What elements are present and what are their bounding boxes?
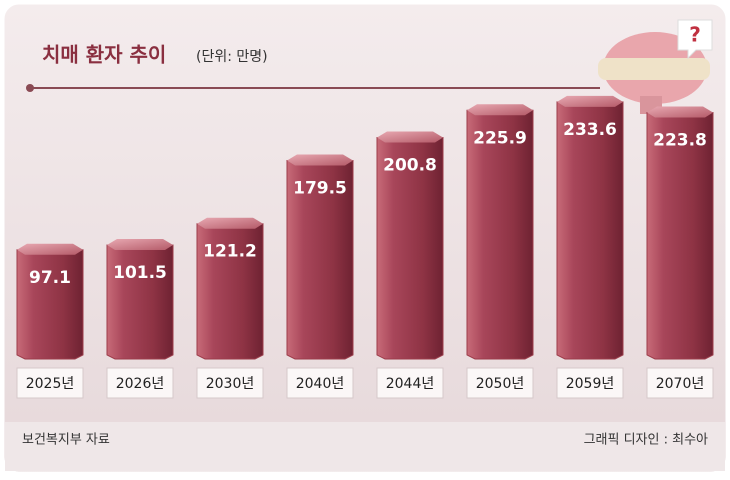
bar-top xyxy=(17,243,83,255)
x-tick-box xyxy=(286,367,354,399)
value-label: 97.1 xyxy=(29,268,71,288)
x-tick-label: 2040년 xyxy=(296,376,345,392)
x-tick-box xyxy=(646,367,714,399)
x-tick-label: 2025년 xyxy=(26,376,75,392)
value-label: 225.9 xyxy=(473,128,527,148)
value-label: 223.8 xyxy=(653,131,707,151)
x-tick-label: 2026년 xyxy=(116,376,165,392)
x-tick-box xyxy=(466,367,534,399)
bar-top xyxy=(467,104,533,116)
bar xyxy=(556,101,624,360)
value-label: 200.8 xyxy=(383,155,437,175)
svg-text:?: ? xyxy=(689,23,701,47)
value-label: 101.5 xyxy=(113,263,167,283)
value-label: 233.6 xyxy=(563,120,617,140)
bar xyxy=(286,160,354,360)
bar-top xyxy=(377,131,443,143)
credit: 그래픽 디자인 : 최수아 xyxy=(584,433,708,448)
bar-top xyxy=(647,106,713,118)
x-tick-label: 2070년 xyxy=(656,376,705,392)
bar xyxy=(16,249,84,360)
bar-top xyxy=(557,95,623,107)
x-tick-box xyxy=(106,367,174,399)
x-tick-label: 2044년 xyxy=(386,376,435,392)
bar-top xyxy=(107,239,173,251)
x-tick-label: 2050년 xyxy=(476,376,525,392)
x-tick-box xyxy=(556,367,624,399)
x-tick-label: 2030년 xyxy=(206,376,255,392)
x-tick-box xyxy=(196,367,264,399)
x-tick-label: 2059년 xyxy=(566,376,615,392)
x-tick-box xyxy=(376,367,444,399)
value-label: 179.5 xyxy=(293,179,347,199)
bar xyxy=(376,136,444,360)
chart-title: 치매 환자 추이 xyxy=(42,43,166,67)
bar-top xyxy=(287,154,353,166)
bar xyxy=(106,244,174,360)
chart-subtitle: (단위: 만명) xyxy=(196,49,268,65)
rule-dot xyxy=(26,84,34,92)
value-label: 121.2 xyxy=(203,242,257,262)
footer-band xyxy=(5,422,725,471)
source: 보건복지부 자료 xyxy=(22,433,110,448)
brain-icon: ? xyxy=(598,19,713,114)
bar-top xyxy=(197,217,263,229)
x-tick-box xyxy=(16,367,84,399)
